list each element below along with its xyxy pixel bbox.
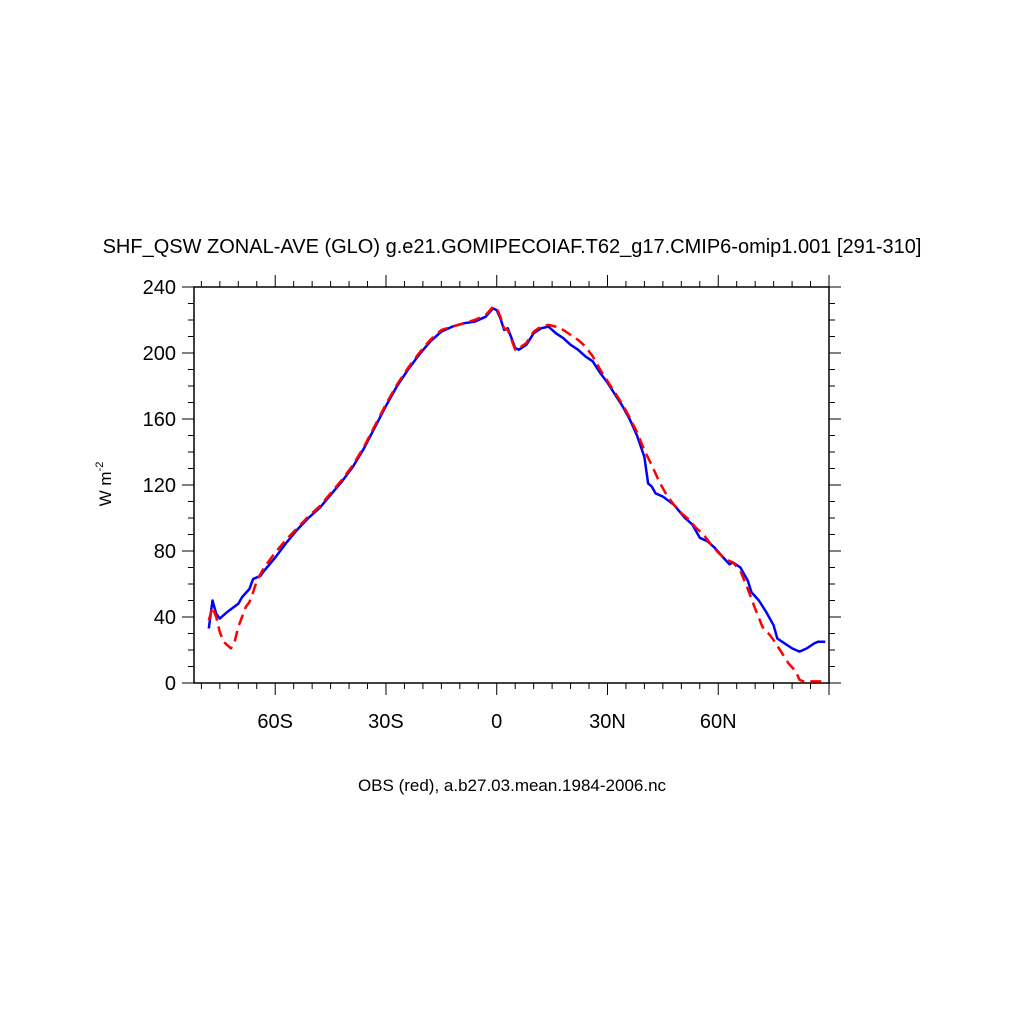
y-axis-unit-exponent: -2 <box>94 462 106 472</box>
x-tick-label: 30N <box>589 711 626 733</box>
x-tick-label: 60S <box>257 711 293 733</box>
y-tick-label: 120 <box>143 475 176 497</box>
y-tick-label: 0 <box>165 673 176 695</box>
model-series-line <box>207 307 826 653</box>
y-tick-label: 200 <box>143 343 176 365</box>
x-tick-label: 0 <box>491 711 502 733</box>
x-tick-label: 30S <box>368 711 404 733</box>
chart-title: SHF_QSW ZONAL-AVE (GLO) g.e21.GOMIPECOIA… <box>103 236 922 258</box>
plot-frame <box>193 286 830 684</box>
y-tick-label: 240 <box>143 277 176 299</box>
chart-footer: OBS (red), a.b27.03.mean.1984-2006.nc <box>358 776 667 795</box>
y-tick-label: 80 <box>154 541 176 563</box>
obs-series-line <box>207 305 826 683</box>
y-axis-label: W m-2 <box>94 462 115 507</box>
plot-area: 0 40 80 120 160 200 240 60S 30S 0 30N 60N <box>143 275 841 733</box>
y-tick-label: 160 <box>143 409 176 431</box>
y-axis-unit: W m <box>96 471 115 506</box>
x-tick-label: 60N <box>700 711 737 733</box>
y-tick-label: 40 <box>154 607 176 629</box>
